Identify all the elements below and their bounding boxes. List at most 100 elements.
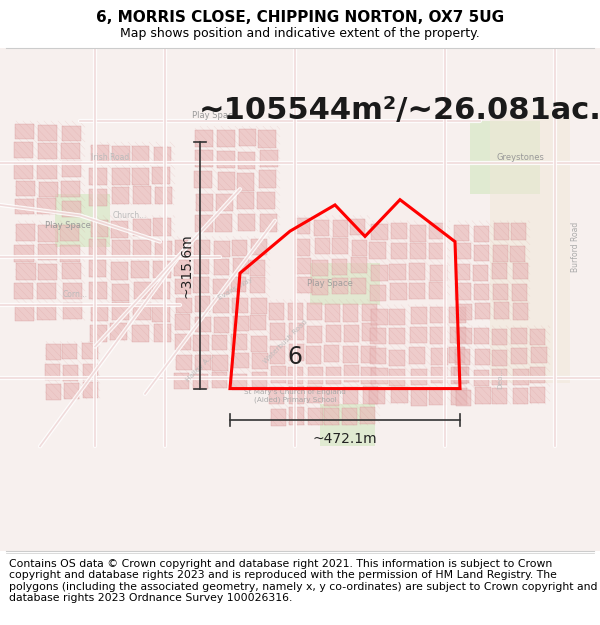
Bar bbox=[89, 282, 107, 299]
Text: Play Space: Play Space bbox=[192, 111, 238, 120]
Text: ~315.6m: ~315.6m bbox=[179, 233, 193, 298]
Bar bbox=[454, 225, 469, 241]
Bar bbox=[362, 386, 378, 404]
Bar bbox=[175, 240, 191, 256]
Bar bbox=[194, 240, 210, 256]
Bar bbox=[409, 283, 425, 299]
Bar bbox=[193, 277, 209, 292]
Bar bbox=[153, 261, 170, 278]
Bar bbox=[454, 367, 469, 383]
Text: Play Space: Play Space bbox=[45, 221, 91, 231]
Bar bbox=[307, 326, 322, 343]
Bar bbox=[389, 369, 406, 386]
Text: Halley A...: Halley A... bbox=[185, 352, 215, 382]
Bar bbox=[308, 408, 323, 425]
Bar bbox=[193, 335, 209, 351]
Bar bbox=[110, 323, 127, 341]
Bar bbox=[233, 258, 249, 274]
Bar bbox=[152, 167, 170, 184]
Bar bbox=[175, 334, 191, 350]
Bar bbox=[111, 221, 128, 238]
Bar bbox=[91, 220, 108, 238]
Polygon shape bbox=[320, 404, 375, 446]
Bar bbox=[314, 220, 329, 236]
Bar bbox=[14, 142, 33, 158]
Bar bbox=[494, 302, 509, 319]
Bar bbox=[63, 365, 78, 381]
Bar bbox=[343, 387, 358, 404]
Bar bbox=[250, 260, 265, 276]
Bar bbox=[213, 298, 229, 313]
Bar bbox=[83, 382, 98, 398]
Bar bbox=[37, 163, 56, 179]
Bar bbox=[410, 226, 426, 241]
Bar bbox=[289, 408, 304, 424]
Bar bbox=[231, 334, 247, 350]
Bar bbox=[315, 238, 330, 254]
Bar bbox=[152, 304, 170, 322]
Bar bbox=[133, 186, 151, 204]
Bar bbox=[455, 243, 470, 259]
Bar bbox=[389, 309, 405, 325]
Bar bbox=[473, 265, 488, 281]
Bar bbox=[351, 278, 366, 294]
Bar bbox=[215, 194, 233, 211]
Bar bbox=[450, 327, 466, 344]
Bar bbox=[194, 258, 209, 274]
Bar bbox=[175, 314, 190, 330]
Bar bbox=[62, 126, 81, 141]
Bar bbox=[455, 284, 471, 300]
Bar bbox=[475, 388, 491, 404]
Bar bbox=[91, 304, 109, 321]
Bar bbox=[251, 336, 267, 352]
Bar bbox=[89, 325, 107, 342]
Bar bbox=[193, 374, 208, 389]
Bar bbox=[455, 349, 470, 366]
Bar bbox=[344, 364, 359, 382]
Bar bbox=[46, 384, 61, 400]
Bar bbox=[232, 240, 247, 256]
Bar bbox=[430, 389, 446, 406]
Bar bbox=[362, 304, 377, 321]
Bar bbox=[491, 350, 507, 366]
Bar bbox=[132, 168, 149, 185]
Bar bbox=[511, 348, 527, 364]
Polygon shape bbox=[55, 194, 110, 247]
Bar bbox=[133, 240, 151, 258]
Bar bbox=[325, 304, 340, 322]
Bar bbox=[513, 388, 529, 404]
Text: Waterbush Road: Waterbush Road bbox=[262, 318, 308, 364]
Bar bbox=[342, 408, 357, 425]
Bar bbox=[271, 409, 286, 426]
Bar bbox=[410, 327, 427, 343]
Bar bbox=[391, 223, 407, 239]
Bar bbox=[16, 305, 34, 321]
Bar bbox=[411, 389, 427, 406]
Bar bbox=[269, 387, 284, 404]
Text: Deo...: Deo... bbox=[497, 368, 503, 389]
Bar bbox=[215, 214, 232, 232]
Bar bbox=[269, 303, 284, 320]
Bar bbox=[251, 372, 267, 388]
Bar bbox=[514, 369, 529, 385]
Bar bbox=[89, 239, 106, 256]
Bar bbox=[194, 171, 212, 188]
Bar bbox=[61, 225, 79, 241]
Bar bbox=[196, 317, 211, 332]
Bar bbox=[83, 364, 98, 379]
Bar bbox=[61, 143, 80, 159]
Bar bbox=[371, 368, 388, 384]
Text: Contains OS data © Crown copyright and database right 2021. This information is : Contains OS data © Crown copyright and d… bbox=[9, 559, 598, 603]
Bar bbox=[429, 282, 445, 299]
Bar bbox=[176, 298, 192, 313]
Bar bbox=[323, 389, 338, 406]
Bar bbox=[176, 354, 192, 370]
Bar bbox=[89, 189, 107, 206]
Bar bbox=[409, 348, 425, 364]
Bar bbox=[511, 328, 527, 344]
Polygon shape bbox=[230, 199, 460, 389]
Bar bbox=[62, 262, 81, 279]
Bar bbox=[449, 307, 466, 323]
Bar bbox=[474, 328, 490, 344]
Bar bbox=[332, 259, 347, 274]
